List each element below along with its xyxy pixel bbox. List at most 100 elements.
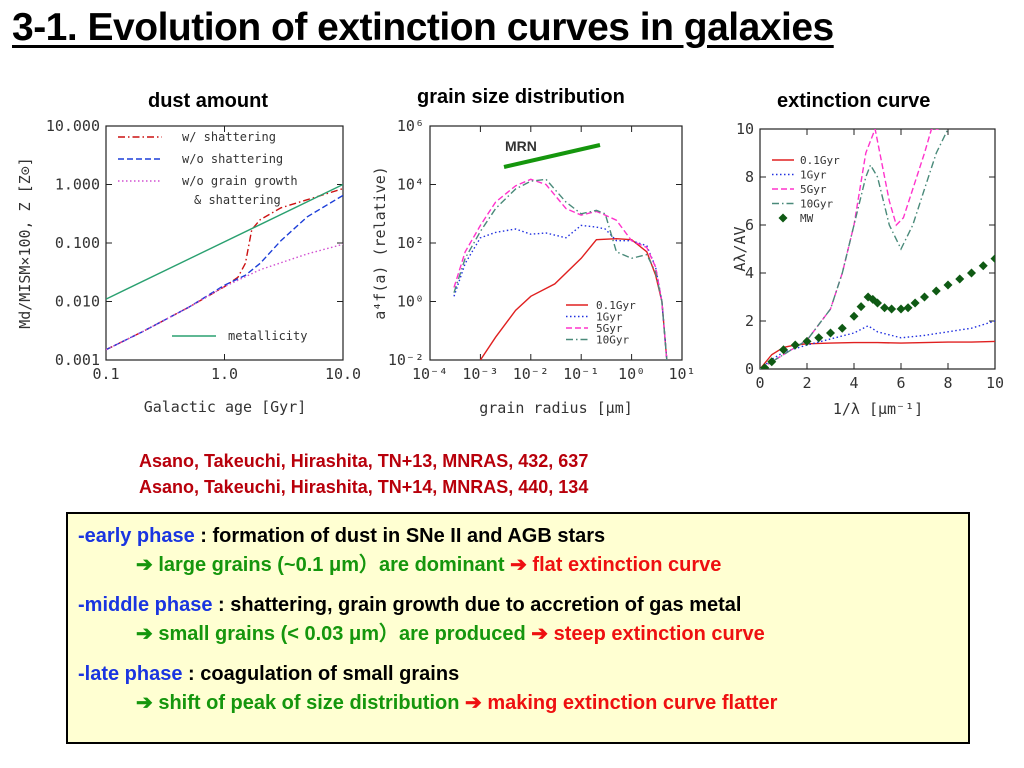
y-axis-label: Aλ/AV <box>731 226 749 271</box>
x-tick-label: 8 <box>943 374 952 392</box>
panel-label-extinction: extinction curve <box>777 90 931 112</box>
reference-1: Asano, Takeuchi, Hirashita, TN+13, MNRAS… <box>139 451 589 471</box>
legend-label: w/ shattering <box>182 130 276 144</box>
phase-early: -early phase : formation of dust in SNe … <box>78 522 958 580</box>
arrow-icon: ➔ <box>136 554 153 576</box>
data-point <box>837 323 847 333</box>
x-tick-label: 10⁰ <box>618 365 645 383</box>
data-point <box>931 286 941 296</box>
slide-title: 3-1. Evolution of extinction curves in g… <box>12 6 834 49</box>
x-tick-label: 10.0 <box>325 365 361 383</box>
data-point <box>955 274 965 284</box>
legend-label: 0.1Gyr <box>800 154 840 167</box>
y-tick-label: 10⁻² <box>388 351 424 369</box>
data-point <box>760 363 770 369</box>
phase-result: small grains (< 0.03 μm）are produced <box>152 623 532 645</box>
data-point <box>920 292 929 302</box>
legend-label: 0.1Gyr <box>596 299 636 312</box>
series-line <box>760 320 995 369</box>
y-tick-label: 8 <box>745 168 754 186</box>
phase-effect: making extinction curve flatter <box>481 692 778 714</box>
x-tick-label: 0 <box>755 374 764 392</box>
x-axis-label: grain radius [μm] <box>479 399 633 417</box>
data-point <box>767 357 777 367</box>
phase-late: -late phase : coagulation of small grain… <box>78 660 958 718</box>
data-point <box>887 304 897 314</box>
legend-label: 5Gyr <box>596 322 623 335</box>
y-tick-label: 10⁶ <box>397 117 424 135</box>
arrow-icon: ➔ <box>531 623 549 645</box>
phase-effect: steep extinction curve <box>548 623 765 645</box>
data-point <box>990 254 995 264</box>
y-tick-label: 4 <box>745 264 754 282</box>
x-tick-label: 2 <box>802 374 811 392</box>
data-point <box>978 261 988 271</box>
plot-area <box>760 129 995 369</box>
legend-label: metallicity <box>228 329 307 343</box>
data-point <box>856 302 866 312</box>
y-tick-label: 10.000 <box>46 117 100 135</box>
data-point <box>849 311 859 321</box>
y-tick-label: 0.001 <box>55 351 100 369</box>
mrn-label: MRN <box>505 138 537 154</box>
y-tick-label: 10² <box>397 234 424 252</box>
data-point <box>826 328 835 338</box>
y-tick-label: 0.010 <box>55 293 100 311</box>
y-axis-label: Md/MISM×100, Z [Z⊙] <box>16 157 34 329</box>
series-line <box>106 183 343 300</box>
x-tick-label: 10⁻⁴ <box>412 365 448 383</box>
series-line <box>453 224 668 360</box>
panel-label-grain-size: grain size distribution <box>417 86 625 108</box>
y-tick-label: 10⁴ <box>397 176 424 194</box>
phase-name: -early phase <box>78 525 195 547</box>
x-tick-label: 10 <box>986 374 1004 392</box>
y-tick-label: 0 <box>745 360 754 378</box>
data-point <box>779 345 788 355</box>
legend-label: 1Gyr <box>596 311 623 324</box>
data-point <box>896 304 906 314</box>
arrow-icon: ➔ <box>510 554 527 576</box>
data-point <box>943 280 953 290</box>
phase-name: -late phase <box>78 663 183 685</box>
phase-name: -middle phase <box>78 594 213 616</box>
data-point <box>802 336 812 346</box>
y-tick-label: 10 <box>736 120 754 138</box>
plot-area <box>453 178 668 360</box>
x-tick-label: 4 <box>849 374 858 392</box>
y-tick-label: 1.000 <box>55 176 100 194</box>
x-tick-label: 6 <box>896 374 905 392</box>
legend-label: MW <box>800 212 814 225</box>
data-point <box>967 268 976 278</box>
phase-desc: : formation of dust in SNe II and AGB st… <box>194 525 606 547</box>
phase-result: shift of peak of size distribution <box>152 692 466 714</box>
mrn-line <box>503 143 601 169</box>
series-line <box>760 129 949 369</box>
legend-label: 5Gyr <box>800 183 827 196</box>
phase-middle: -middle phase : shattering, grain growth… <box>78 591 958 649</box>
x-tick-label: 10⁻² <box>513 365 549 383</box>
arrow-icon: ➔ <box>465 692 482 714</box>
series-line <box>106 194 343 351</box>
plot-frame <box>759 128 996 370</box>
legend-label: w/o grain growth <box>182 174 298 188</box>
data-point <box>790 340 800 350</box>
legend-label: 1Gyr <box>800 169 827 182</box>
y-axis-label: a⁴f(a) (relative) <box>371 166 389 320</box>
data-point <box>814 333 824 343</box>
reference-2: Asano, Takeuchi, Hirashita, TN+14, MNRAS… <box>139 477 589 497</box>
x-tick-label: 10⁻¹ <box>563 365 599 383</box>
summary-box: -early phase : formation of dust in SNe … <box>66 512 970 744</box>
legend-label: & shattering <box>194 193 281 207</box>
y-tick-label: 10⁰ <box>397 293 424 311</box>
data-point <box>880 303 890 313</box>
panel-label-dust-amount: dust amount <box>148 90 268 112</box>
x-axis-label: 1/λ [μm⁻¹] <box>833 400 923 418</box>
series-line <box>453 178 668 360</box>
legend-label: 10Gyr <box>596 334 629 347</box>
phase-desc: : coagulation of small grains <box>182 663 460 685</box>
x-tick-label: 0.1 <box>92 365 119 383</box>
phase-desc: : shattering, grain growth due to accret… <box>212 594 742 616</box>
